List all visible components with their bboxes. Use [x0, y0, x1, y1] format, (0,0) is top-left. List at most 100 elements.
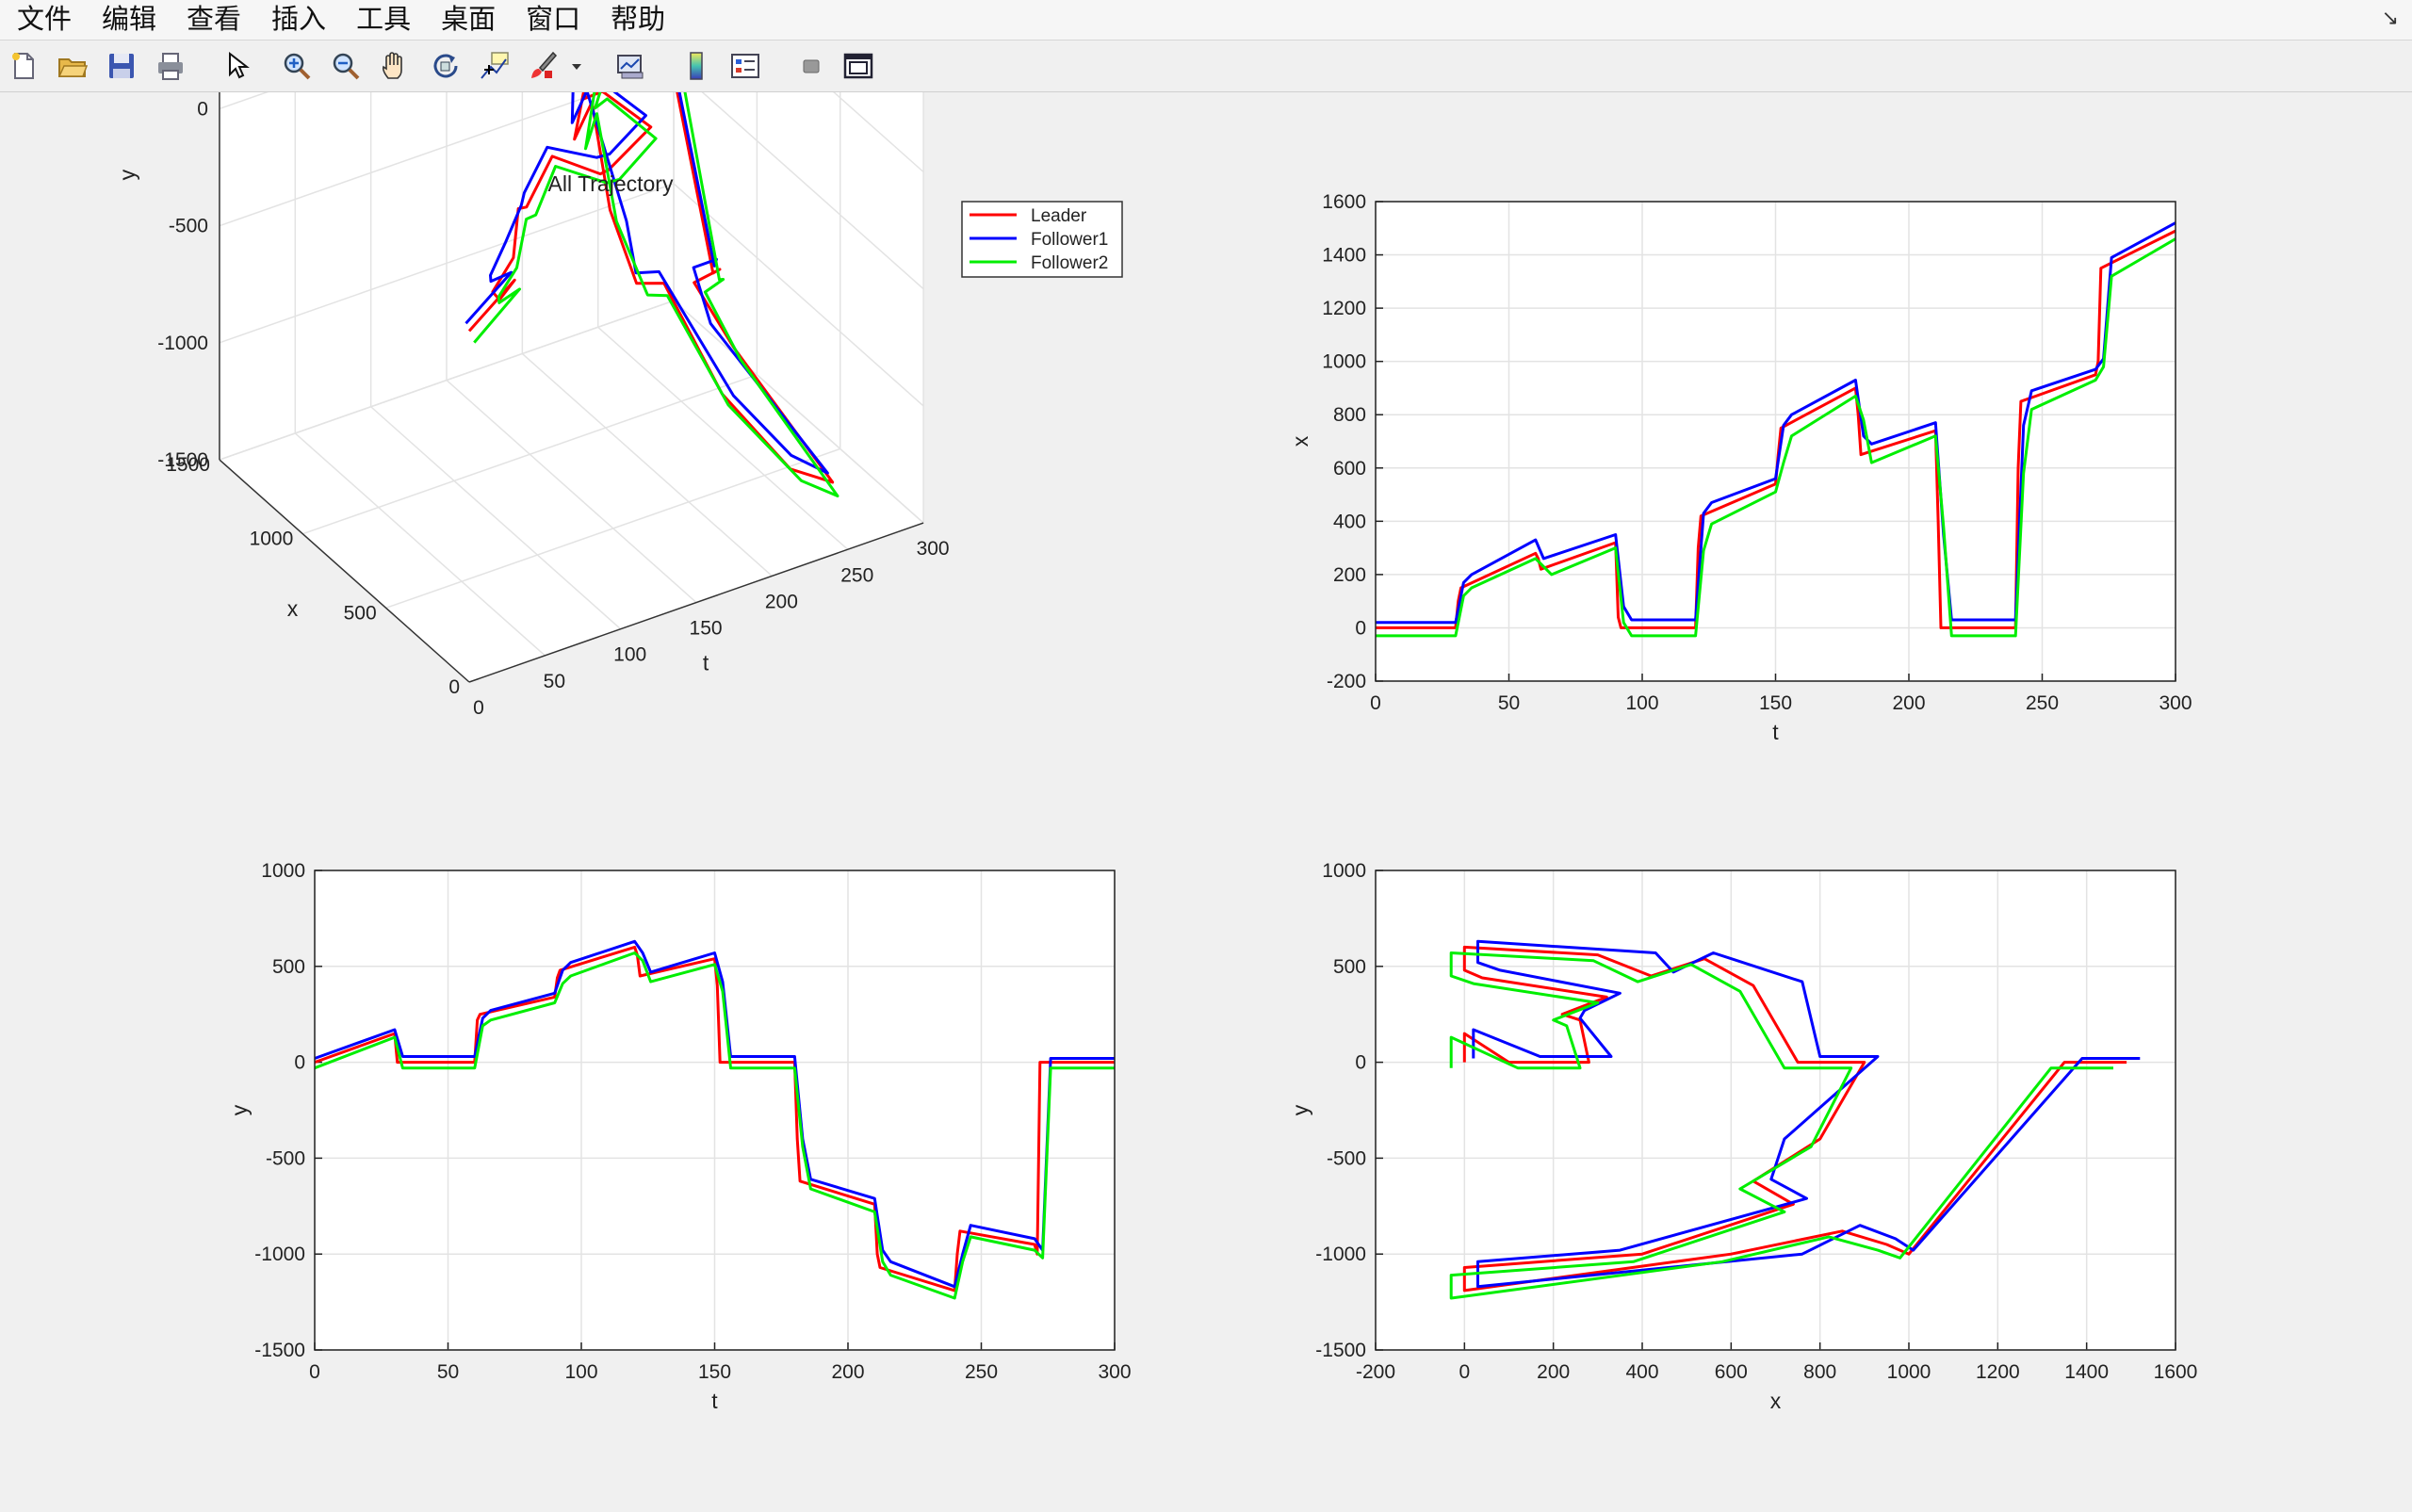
series-leader-xy — [1462, 945, 2127, 1293]
menu-tools[interactable]: 工具 — [356, 5, 412, 35]
tick-label-t-3d: 0 — [473, 697, 484, 719]
rotate-3d-icon[interactable] — [430, 50, 462, 82]
data-cursor-icon[interactable] — [479, 50, 511, 82]
tick-label-x-xy: 1400 — [2064, 1361, 2109, 1383]
tick-label-y-xy: -1000 — [1315, 1244, 1366, 1265]
new-file-icon[interactable] — [8, 50, 40, 82]
axis-t-3d — [468, 522, 924, 683]
tick-label-x-tx: 100 — [1625, 692, 1658, 714]
grid-3d-z — [219, 183, 675, 344]
xlabel-xy: x — [1770, 1389, 1782, 1413]
zoom-out-icon[interactable] — [330, 50, 362, 82]
series-follower1-tx — [1376, 221, 2176, 625]
tick-label-y-tx: 200 — [1333, 564, 1366, 586]
link-plot-icon[interactable] — [614, 50, 646, 82]
menu-help[interactable]: 帮助 — [611, 5, 666, 35]
tick-label-x-xy: 0 — [1459, 1361, 1470, 1383]
legend-label-follower2: Follower2 — [1031, 253, 1108, 273]
series-follower2-ty — [314, 951, 1115, 1300]
legend-icon[interactable] — [729, 50, 761, 82]
chart-title-3d: All Trajectory — [548, 171, 674, 196]
tick-label-z-3d: -1000 — [157, 333, 208, 354]
hide-tools-icon[interactable] — [795, 50, 827, 82]
tick-label-x-3d: 1000 — [250, 528, 294, 550]
xlabel-tx: t — [1772, 720, 1779, 744]
tick-label-y-ty: -1500 — [254, 1340, 305, 1361]
toolbar — [0, 41, 2412, 92]
tick-label-y-ty: -500 — [266, 1147, 305, 1169]
tick-label-y-tx: 0 — [1355, 617, 1366, 639]
save-icon[interactable] — [106, 50, 138, 82]
tick-label-x-tx: 200 — [1892, 692, 1925, 714]
tick-label-t-3d: 50 — [544, 671, 565, 692]
axes-box-tx — [1375, 201, 2176, 682]
tick-label-y-tx: 400 — [1333, 511, 1366, 532]
ylabel-tx: x — [1288, 435, 1312, 447]
tick-label-x-tx: 300 — [2159, 692, 2192, 714]
series-follower1-ty — [314, 939, 1115, 1289]
tick-label-y-xy: 500 — [1333, 956, 1366, 978]
tick-label-y-ty: 0 — [294, 1052, 305, 1074]
ylabel-3d: x — [287, 596, 299, 621]
menu-desktop[interactable]: 桌面 — [441, 5, 497, 35]
grid-3d-t — [521, 352, 773, 577]
dropdown-arrow-icon[interactable] — [569, 50, 584, 82]
tick-label-x-xy: 1000 — [1887, 1361, 1931, 1383]
pointer-icon[interactable] — [220, 50, 253, 82]
grid-3d-t — [446, 380, 697, 604]
menu-file[interactable]: 文件 — [17, 5, 73, 35]
grid-3d-z — [673, 183, 924, 407]
tick-label-z-3d: 0 — [197, 98, 208, 120]
grid-3d-z — [219, 300, 675, 461]
pan-hand-icon[interactable] — [379, 50, 411, 82]
tick-label-x-tx: 0 — [1370, 692, 1381, 714]
tick-label-x-xy: -200 — [1356, 1361, 1395, 1383]
grid-3d-t — [370, 406, 622, 630]
print-icon[interactable] — [155, 50, 187, 82]
axes-box-ty — [314, 870, 1116, 1351]
tick-label-z-3d: -1500 — [157, 449, 208, 471]
colorbar-icon[interactable] — [680, 50, 712, 82]
ylabel-ty: y — [227, 1104, 252, 1115]
tick-label-t-3d: 250 — [840, 564, 873, 586]
tick-label-x-ty: 0 — [309, 1361, 320, 1383]
open-folder-icon[interactable] — [57, 50, 89, 82]
dock-icon[interactable] — [842, 50, 874, 82]
tick-label-y-ty: 1000 — [261, 860, 305, 882]
tick-label-x-xy: 200 — [1537, 1361, 1570, 1383]
xlabel-ty: t — [711, 1389, 718, 1413]
tick-label-y-tx: 600 — [1333, 458, 1366, 480]
tick-label-x-tx: 150 — [1759, 692, 1792, 714]
tick-label-x-ty: 100 — [564, 1361, 597, 1383]
brush-icon[interactable] — [528, 50, 560, 82]
tick-label-x-ty: 300 — [1098, 1361, 1131, 1383]
menu-insert[interactable]: 插入 — [271, 5, 327, 35]
legend-label-follower1: Follower1 — [1031, 230, 1108, 250]
tick-label-t-3d: 150 — [690, 618, 723, 640]
tick-label-y-tx: 1200 — [1322, 298, 1366, 319]
zoom-in-icon[interactable] — [281, 50, 313, 82]
xlabel-3d: t — [703, 651, 709, 675]
tick-label-x-3d: 0 — [448, 676, 460, 698]
pane-side — [674, 0, 924, 524]
tick-label-y-tx: -200 — [1327, 671, 1366, 692]
tick-label-x-tx: 250 — [2026, 692, 2059, 714]
tick-label-x-xy: 1200 — [1976, 1361, 2020, 1383]
undock-arrow-icon[interactable]: ↘ — [2381, 6, 2399, 29]
menu-window[interactable]: 窗口 — [526, 5, 581, 35]
tick-label-x-xy: 800 — [1803, 1361, 1836, 1383]
tick-label-y-ty: 500 — [272, 956, 305, 978]
tick-label-x-xy: 400 — [1625, 1361, 1658, 1383]
zlabel-3d: y — [115, 169, 139, 180]
tick-label-y-xy: -500 — [1327, 1147, 1366, 1169]
series-follower2-xy — [1449, 951, 2113, 1300]
tick-label-t-3d: 100 — [613, 644, 646, 666]
series-follower2-tx — [1376, 237, 2176, 638]
menu-edit[interactable]: 编辑 — [102, 5, 157, 35]
tick-label-y-tx: 800 — [1333, 404, 1366, 426]
grid-3d-t — [294, 432, 546, 657]
tick-label-t-3d: 200 — [765, 591, 798, 612]
menu-view[interactable]: 查看 — [187, 5, 242, 35]
tick-label-z-3d: -500 — [169, 216, 208, 237]
tick-label-x-xy: 1600 — [2154, 1361, 2198, 1383]
